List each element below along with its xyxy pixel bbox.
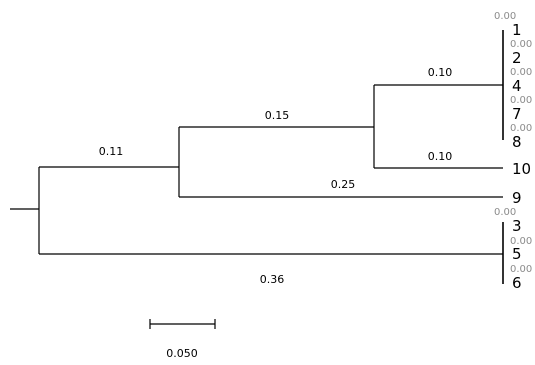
taxon-label-7: 7 (512, 105, 522, 123)
taxon-label-9: 9 (512, 189, 522, 207)
taxon-label-6: 6 (512, 274, 522, 292)
zero-length-label: 0.00 (510, 95, 532, 106)
zero-length-label: 0.00 (494, 11, 516, 22)
taxon-label-8: 8 (512, 133, 522, 151)
zero-length-label: 0.00 (494, 207, 516, 218)
branch-length-label: 0.25 (331, 178, 356, 191)
branch-length-label: 0.10 (428, 66, 453, 79)
zero-length-label: 0.00 (510, 236, 532, 247)
taxon-label-2: 2 (512, 49, 522, 67)
taxon-label-10: 10 (512, 160, 531, 178)
scale-bar: 0.050 (149, 319, 216, 360)
zero-length-label: 0.00 (510, 123, 532, 134)
taxon-label-1: 1 (512, 21, 522, 39)
scale-bar-label: 0.050 (166, 347, 198, 360)
zero-length-label: 0.00 (510, 264, 532, 275)
branch-length-label: 0.10 (428, 150, 453, 163)
branch-length-label: 0.36 (260, 273, 285, 286)
zero-length-label: 0.00 (510, 39, 532, 50)
zero-length-label: 0.00 (510, 67, 532, 78)
taxon-label-3: 3 (512, 217, 522, 235)
branch-length-label: 0.15 (265, 109, 290, 122)
taxon-label-4: 4 (512, 77, 522, 95)
branch-length-label: 0.11 (99, 145, 124, 158)
taxon-label-5: 5 (512, 245, 522, 263)
